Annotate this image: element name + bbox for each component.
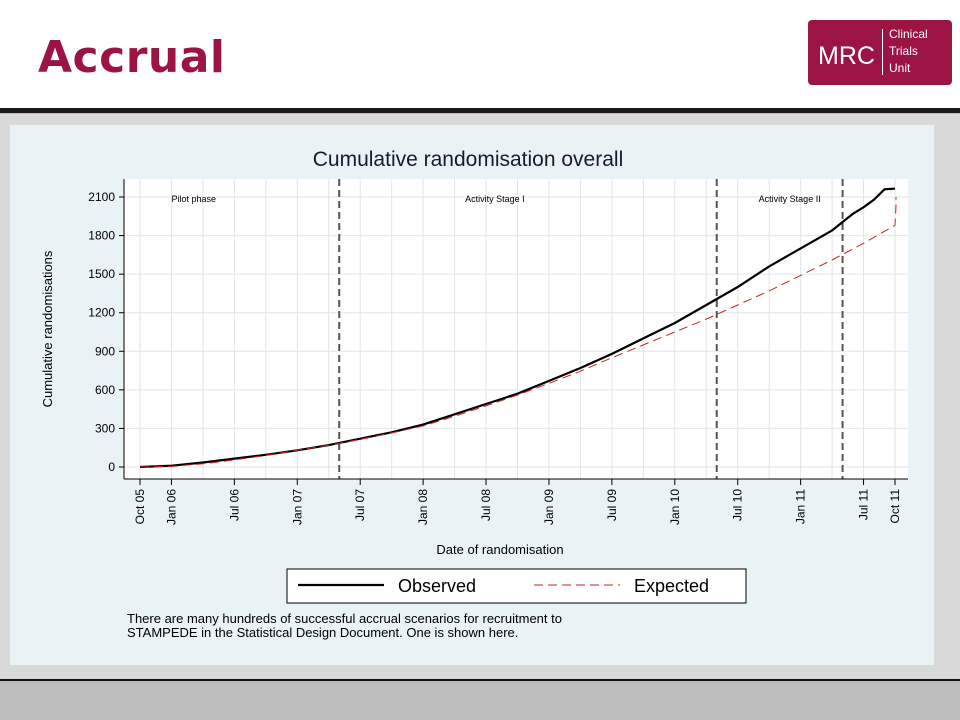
y-axis-label: Cumulative randomisations: [40, 250, 55, 407]
y-tick-label: 900: [95, 344, 115, 358]
series-lines: [139, 187, 897, 469]
phase-label: Activity Stage I: [465, 194, 525, 204]
phase-label: Activity Stage II: [759, 194, 821, 204]
x-tick-label: Oct 05: [133, 489, 147, 525]
footnote-line-2: STAMPEDE in the Statistical Design Docum…: [127, 625, 519, 640]
phase-label: Pilot phase: [171, 194, 216, 204]
x-tick-label: Jul 10: [731, 489, 745, 521]
logo-mrc-text: MRC: [818, 42, 875, 70]
x-tick-label: Jan 09: [542, 489, 556, 525]
mrc-logo: MRC Clinical Trials Unit: [808, 20, 952, 85]
x-tick-label: Jan 06: [164, 489, 178, 525]
y-tick-label: 2100: [88, 190, 115, 204]
legend-label-expected: Expected: [634, 576, 709, 596]
x-tick-label: Jul 09: [605, 489, 619, 521]
x-tick-label: Jul 11: [857, 489, 871, 520]
logo-line-2: Trials: [889, 44, 918, 58]
axes: 0 300 600 900 1200 1500 1800 2100 Oct 05 Jan 06 Ju…: [88, 179, 908, 525]
series-expected-line: [139, 197, 897, 468]
y-tick-label: 600: [95, 383, 115, 397]
footnote-line-1: There are many hundreds of successful ac…: [127, 611, 562, 626]
y-tick-label: 1200: [88, 306, 115, 320]
y-tick-label: 300: [95, 421, 115, 435]
slide-title: Accrual: [38, 32, 226, 83]
chart-title: Cumulative randomisation overall: [313, 148, 623, 171]
legend: Observed Expected: [286, 568, 747, 604]
y-tick-label: 1500: [88, 267, 115, 281]
x-tick-label: Jul 06: [227, 489, 241, 521]
logo-line-1: Clinical: [889, 27, 928, 41]
legend-label-observed: Observed: [398, 576, 476, 596]
footer-rule: [0, 679, 960, 681]
y-tick-label: 1800: [88, 229, 115, 243]
x-tick-label: Jul 07: [353, 489, 367, 521]
x-tick-label: Jan 11: [794, 489, 808, 524]
x-tick-label: Jan 10: [668, 489, 682, 525]
x-tick-label: Jan 08: [416, 489, 430, 525]
x-axis-label: Date of randomisation: [436, 542, 563, 557]
phase-lines: Pilot phase Activity Stage I Activity Stag…: [171, 179, 844, 479]
x-tick-label: Jan 07: [290, 489, 304, 525]
title-rule: [0, 108, 960, 113]
plot-area: [124, 179, 908, 479]
footer-bar: [0, 681, 960, 720]
logo-divider: [882, 29, 883, 75]
x-tick-label: Oct 11: [888, 489, 902, 524]
footnote: There are many hundreds of successful ac…: [127, 612, 687, 640]
title-rule-shadow: [0, 113, 960, 114]
x-tick-label: Jul 08: [479, 489, 493, 521]
y-tick-label: 0: [108, 460, 115, 474]
grid-lines: [124, 179, 908, 479]
logo-line-3: Unit: [889, 61, 911, 75]
